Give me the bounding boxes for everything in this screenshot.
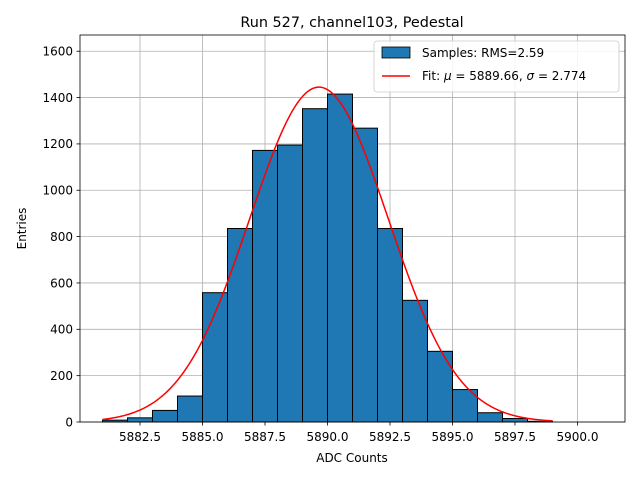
histogram-bar-12	[402, 299, 428, 423]
x-tick-label-4: 5892.5	[369, 430, 411, 444]
y-tick-label-3: 600	[50, 276, 73, 290]
legend-histogram-swatch	[381, 46, 411, 59]
histogram-bar-11	[377, 228, 403, 423]
y-tick-label-6: 1200	[42, 137, 73, 151]
histogram-bar-2	[152, 409, 178, 423]
x-tick-label-5: 5895.0	[432, 430, 474, 444]
chart-title: Run 527, channel103, Pedestal	[240, 15, 463, 31]
histogram-bar-15	[477, 412, 503, 423]
histogram-bar-16	[502, 418, 528, 423]
y-axis-ticks: 0 200 400 600 800 1000 1200 1400 1600	[42, 45, 80, 429]
x-axis-ticks: 5882.5 5885.0 5887.5 5890.0 5892.5 5895.0 5897…	[119, 422, 599, 444]
legend: Samples: RMS=2.59 Fit: μ = 5889.66, σ = …	[373, 40, 620, 93]
x-tick-label-0: 5882.5	[119, 430, 161, 444]
legend-fit-prefix: Fit:	[422, 69, 444, 83]
y-axis-label: Entries	[15, 208, 29, 250]
y-tick-label-5: 1000	[42, 184, 73, 198]
histogram-bar-13	[427, 350, 453, 423]
histogram-bar-7	[277, 144, 303, 423]
histogram-bar-5	[227, 228, 253, 423]
x-tick-label-7: 5900.0	[557, 430, 599, 444]
legend-histogram-label: Samples: RMS=2.59	[422, 46, 544, 60]
x-axis-label: ADC Counts	[316, 451, 388, 465]
y-tick-label-2: 400	[50, 323, 73, 337]
plot-frame	[79, 34, 626, 423]
legend-fit-sigma-symbol: σ	[527, 69, 535, 83]
histogram-bar-10	[352, 127, 378, 423]
x-tick-label-1: 5885.0	[182, 430, 224, 444]
y-tick-label-1: 200	[50, 369, 73, 383]
y-tick-label-4: 800	[50, 230, 73, 244]
legend-fit-mu-symbol: μ	[443, 69, 452, 83]
histogram-bar-3	[177, 395, 203, 423]
fit-curve	[102, 86, 553, 422]
legend-fit-mu-value: = 5889.66,	[452, 69, 527, 83]
y-tick-label-7: 1400	[42, 91, 73, 105]
histogram-bar-8	[302, 108, 328, 423]
legend-fit-sigma-value: = 2.774	[534, 69, 586, 83]
y-tick-label-8: 1600	[42, 45, 73, 59]
x-tick-label-6: 5897.5	[494, 430, 536, 444]
legend-box	[373, 40, 620, 93]
histogram-bar-1	[127, 417, 153, 423]
x-tick-label-2: 5887.5	[244, 430, 286, 444]
x-tick-label-3: 5890.0	[307, 430, 349, 444]
histogram-bar-6	[252, 149, 278, 423]
histogram-bar-9	[327, 93, 353, 423]
y-tick-label-0: 0	[65, 415, 73, 429]
legend-fit-label: Fit: μ = 5889.66, σ = 2.774	[422, 69, 586, 83]
